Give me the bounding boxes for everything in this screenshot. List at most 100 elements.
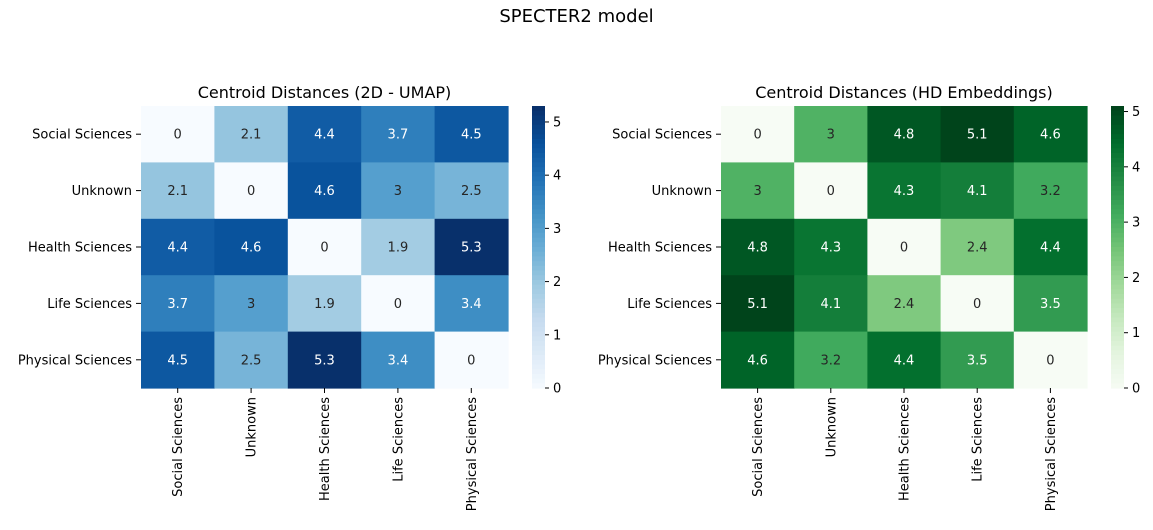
y-tick-label: Unknown	[652, 184, 712, 199]
colorbar-segment	[532, 261, 545, 267]
colorbar-segment	[1111, 341, 1124, 347]
colorbar-segment	[1111, 270, 1124, 276]
colorbar-segment	[532, 265, 545, 272]
colorbar-segment	[1111, 162, 1124, 168]
colorbar-segment	[1111, 364, 1124, 370]
colorbar-segment	[532, 373, 545, 380]
colorbar-segment	[532, 369, 545, 375]
colorbar-segment	[532, 312, 545, 319]
colorbar-segment	[532, 167, 545, 173]
cell-value-label: 4.1	[820, 297, 841, 312]
colorbar-segment	[532, 138, 545, 145]
cell-value-label: 3	[827, 128, 835, 143]
x-tick-label: Social Sciences	[171, 397, 186, 497]
colorbar-segment	[532, 350, 545, 356]
cell-value-label: 5.3	[461, 241, 482, 256]
heatmap-cell	[361, 275, 436, 333]
heatmap-cell	[141, 106, 215, 163]
colorbar-segment	[1111, 157, 1124, 163]
colorbar-segment	[532, 289, 545, 295]
cell-value-label: 4.8	[894, 128, 915, 143]
cell-value-label: 0	[394, 297, 402, 312]
chart-title: Centroid Distances (HD Embeddings)	[755, 83, 1053, 102]
colorbar-segment	[532, 162, 545, 168]
colorbar-segment	[532, 157, 545, 163]
cell-value-label: 3.5	[1040, 297, 1061, 312]
colorbar-tick-label: 5	[1132, 105, 1140, 120]
heatmap-cell	[794, 106, 868, 163]
y-tick-label: Social Sciences	[32, 128, 132, 143]
colorbar-segment	[532, 176, 545, 182]
heatmap-cell	[214, 331, 289, 389]
x-tick-label: Physical Sciences	[465, 397, 480, 511]
heatmap-cell	[721, 162, 795, 220]
cell-value-label: 0	[973, 297, 981, 312]
colorbar-segment	[532, 232, 545, 239]
x-tick-label: Unknown	[245, 397, 260, 457]
colorbar-segment	[1111, 218, 1124, 225]
colorbar-segment	[1111, 326, 1124, 333]
heatmap-cell	[867, 106, 942, 163]
cell-value-label: 5.1	[967, 128, 988, 143]
colorbar-segment	[532, 171, 545, 178]
colorbar-segment	[532, 153, 545, 159]
colorbar-segment	[532, 218, 545, 225]
colorbar-segment	[1111, 312, 1124, 319]
colorbar-segment	[1111, 223, 1124, 229]
colorbar-segment	[1111, 265, 1124, 272]
cell-value-label: 0	[247, 184, 255, 199]
colorbar-segment	[1111, 148, 1124, 154]
colorbar-segment	[532, 331, 545, 337]
heatmap-cell	[141, 331, 215, 389]
y-tick-label: Life Sciences	[47, 297, 132, 312]
colorbar-segment	[532, 106, 545, 112]
heatmap-panel-right: Centroid Distances (HD Embeddings) 0 3 4.8…	[598, 83, 1140, 511]
colorbar-segment	[532, 195, 545, 201]
heatmap-cell	[721, 331, 795, 389]
cell-value-label: 1.9	[314, 297, 335, 312]
cell-value-label: 3.4	[461, 297, 482, 312]
heatmap-cell	[287, 275, 362, 333]
colorbar-segment	[532, 284, 545, 290]
cell-value-label: 2.4	[967, 241, 988, 256]
colorbar-segment	[1111, 275, 1124, 281]
cell-value-label: 3.2	[1040, 184, 1061, 199]
colorbar-segment	[532, 279, 545, 286]
heatmap-cell	[867, 162, 942, 220]
heatmap-cell	[361, 162, 436, 220]
colorbar-segment	[532, 228, 545, 234]
colorbar-segment	[532, 341, 545, 347]
colorbar-segment	[532, 148, 545, 154]
colorbar-segment	[532, 256, 545, 262]
cell-value-label: 3	[753, 184, 761, 199]
colorbar-tick-label: 0	[1132, 382, 1140, 397]
colorbar-segment	[1111, 369, 1124, 375]
cell-value-label: 3.4	[388, 353, 409, 368]
heatmap-cell	[434, 218, 509, 276]
colorbar-segment	[1111, 106, 1124, 112]
colorbar-tick-label: 2	[1132, 271, 1140, 286]
colorbar-tick-label: 4	[553, 169, 561, 184]
heatmap-cell	[794, 162, 868, 220]
y-tick-label: Social Sciences	[612, 128, 712, 143]
cell-value-label: 4.3	[894, 184, 915, 199]
colorbar-segment	[532, 364, 545, 370]
colorbar-segment	[1111, 110, 1124, 116]
cell-value-label: 2.5	[241, 353, 262, 368]
colorbar-segment	[1111, 242, 1124, 248]
colorbar-tick-label: 3	[553, 222, 561, 237]
colorbar-segment	[532, 326, 545, 333]
colorbar-segment	[1111, 124, 1124, 131]
colorbar-segment	[532, 143, 545, 149]
colorbar-segment	[1111, 228, 1124, 234]
x-tick-label: Unknown	[824, 397, 839, 457]
colorbar-segment	[532, 115, 545, 121]
colorbar-segment	[1111, 261, 1124, 267]
heatmap-cell	[867, 275, 942, 333]
cell-value-label: 4.8	[747, 241, 768, 256]
colorbar-segment	[1111, 359, 1124, 366]
cell-value-label: 2.4	[894, 297, 915, 312]
heatmap-cell	[287, 106, 362, 163]
heatmap-cell	[141, 162, 215, 220]
